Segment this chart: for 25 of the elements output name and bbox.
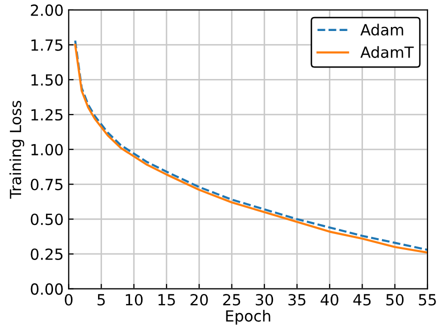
x-tick-label: 30 [256,294,274,306]
x-tick-label: 55 [418,294,436,306]
legend-label: AdamT [360,46,414,58]
x-tick-label: 20 [190,294,208,306]
y-tick-label: 0.50 [30,214,63,226]
y-tick-label: 1.25 [31,109,62,121]
x-tick-label: 45 [353,294,371,306]
y-tick-label: 0.25 [30,248,62,260]
x-tick-label: 15 [158,294,175,306]
x-tick-label: 40 [320,294,338,306]
y-tick-label: 0.75 [30,178,62,190]
y-tick-label: 1.75 [31,39,62,51]
x-tick-label: 50 [386,294,404,306]
y-tick-label: 1.50 [31,74,63,86]
x-tick-label: 25 [223,294,240,306]
y-tick-label: 0.00 [30,283,63,295]
y-axis-title: Training Loss [9,100,24,199]
y-tick-label: 2.00 [30,4,63,16]
x-tick-label: 10 [126,294,143,306]
x-tick-label: 35 [288,294,306,306]
x-tick-label: 5 [98,294,105,306]
x-axis-title: Epoch [226,310,270,325]
y-tick-label: 1.00 [31,144,63,156]
x-tick-label: 0 [64,294,73,306]
legend-label: Adam [360,24,404,36]
